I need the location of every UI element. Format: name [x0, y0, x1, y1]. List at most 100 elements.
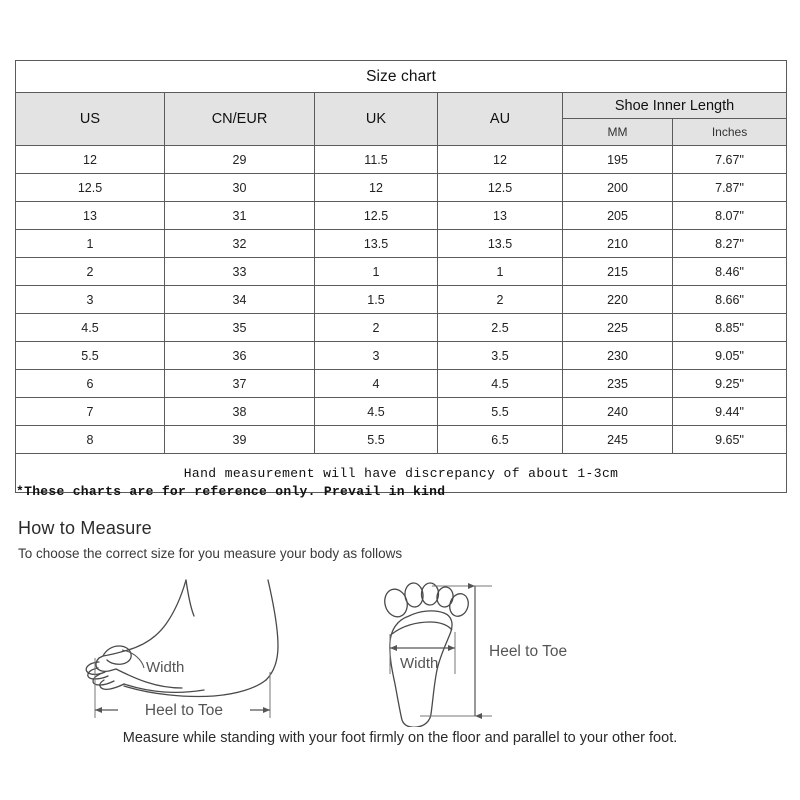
cell-mm: 235	[562, 369, 673, 398]
footprint-width-label: Width	[400, 655, 438, 672]
cell-us: 8	[15, 425, 165, 454]
column-header-uk: UK	[314, 92, 438, 146]
cell-inches: 9.44"	[671, 397, 788, 426]
side-view-foot-diagram: Width Heel to Toe	[85, 579, 279, 720]
footprint-width-extension-lines	[389, 632, 456, 674]
cell-uk: 4	[314, 369, 438, 398]
footprint-heel-to-toe-label: Heel to Toe	[489, 643, 567, 660]
hand-measurement-note: Hand measurement will have discrepancy o…	[14, 453, 788, 493]
cell-mm: 245	[562, 425, 673, 454]
footprint-outline-icon	[384, 582, 469, 727]
cell-mm: 225	[562, 313, 673, 342]
header-row-main: US CN/EUR UK AU Shoe Inner Length	[15, 92, 788, 146]
cell-au: 12.5	[437, 173, 563, 202]
cell-au: 4.5	[437, 369, 563, 398]
column-header-us: US	[15, 92, 165, 146]
column-header-shoe-inner-length: Shoe Inner Length	[561, 92, 788, 119]
table-row: 3 34 1.5 2 220 8.66"	[15, 285, 788, 314]
cell-us: 12	[15, 145, 165, 174]
cell-cn-eur: 32	[164, 229, 315, 258]
cell-au: 13.5	[437, 229, 563, 258]
reference-only-note: *These charts are for reference only. Pr…	[16, 484, 446, 499]
cell-us: 12.5	[15, 173, 165, 202]
table-row: 2 33 1 1 215 8.46"	[15, 257, 788, 286]
cell-uk: 5.5	[314, 425, 438, 454]
cell-us: 13	[15, 201, 165, 230]
how-to-measure-heading: How to Measure	[18, 518, 152, 538]
cell-cn-eur: 36	[164, 341, 315, 370]
cell-uk: 1	[314, 257, 438, 286]
cell-cn-eur: 39	[164, 425, 315, 454]
footer-note-row: Hand measurement will have discrepancy o…	[14, 453, 788, 493]
cell-au: 3.5	[437, 341, 563, 370]
cell-au: 1	[437, 257, 563, 286]
cell-uk: 2	[314, 313, 438, 342]
column-header-mm: MM	[562, 118, 673, 146]
table-row: 12.5 30 12 12.5 200 7.87"	[15, 173, 788, 202]
column-header-cn-eur: CN/EUR	[164, 92, 315, 146]
cell-inches: 8.46"	[671, 257, 788, 286]
cell-inches: 8.27"	[671, 229, 788, 258]
cell-mm: 205	[562, 201, 673, 230]
table-row: 6 37 4 4.5 235 9.25"	[15, 369, 788, 398]
cell-uk: 1.5	[314, 285, 438, 314]
top-view-footprint-diagram: Width Heel to Toe	[384, 582, 567, 727]
cell-cn-eur: 34	[164, 285, 315, 314]
table-row: 5.5 36 3 3.5 230 9.05"	[15, 341, 788, 370]
how-to-measure-subtitle: To choose the correct size for you measu…	[18, 546, 403, 561]
page-title: Size chart	[14, 60, 788, 93]
size-chart-body: 12 29 11.5 12 195 7.67" 12.5 30 12 12.5 …	[14, 145, 788, 493]
cell-cn-eur: 35	[164, 313, 315, 342]
side-heel-to-toe-label: Heel to Toe	[145, 702, 223, 719]
cell-cn-eur: 37	[164, 369, 315, 398]
cell-uk: 4.5	[314, 397, 438, 426]
cell-uk: 12.5	[314, 201, 438, 230]
cell-au: 12	[437, 145, 563, 174]
size-chart-container: Size chart US CN/EUR UK AU Shoe Inner Le…	[14, 60, 788, 493]
cell-inches: 7.67"	[671, 145, 788, 174]
column-header-inches: Inches	[671, 118, 788, 146]
side-width-indicator	[121, 649, 145, 669]
cell-us: 2	[15, 257, 165, 286]
cell-us: 4.5	[15, 313, 165, 342]
cell-cn-eur: 30	[164, 173, 315, 202]
cell-us: 3	[15, 285, 165, 314]
cell-au: 2	[437, 285, 563, 314]
table-row: 13 31 12.5 13 205 8.07"	[15, 201, 788, 230]
cell-au: 6.5	[437, 425, 563, 454]
cell-us: 1	[15, 229, 165, 258]
header-row-sub: MM Inches	[16, 118, 788, 146]
cell-mm: 215	[562, 257, 673, 286]
cell-mm: 220	[562, 285, 673, 314]
side-width-label: Width	[146, 659, 184, 676]
cell-cn-eur: 33	[164, 257, 315, 286]
table-row: 1 32 13.5 13.5 210 8.27"	[15, 229, 788, 258]
table-row: 7 38 4.5 5.5 240 9.44"	[15, 397, 788, 426]
cell-mm: 210	[562, 229, 673, 258]
measure-caption: Measure while standing with your foot fi…	[122, 730, 678, 746]
cell-uk: 11.5	[314, 145, 438, 174]
cell-inches: 9.05"	[671, 341, 788, 370]
cell-inches: 9.65"	[671, 425, 788, 454]
cell-uk: 13.5	[314, 229, 438, 258]
cell-us: 5.5	[15, 341, 165, 370]
cell-inches: 8.07"	[671, 201, 788, 230]
cell-us: 6	[15, 369, 165, 398]
size-chart-head: Size chart US CN/EUR UK AU Shoe Inner Le…	[14, 60, 788, 146]
cell-inches: 8.66"	[671, 285, 788, 314]
table-row: 4.5 35 2 2.5 225 8.85"	[15, 313, 788, 342]
side-label-backdrop	[118, 700, 250, 720]
cell-au: 5.5	[437, 397, 563, 426]
side-foot-outline-icon	[85, 579, 279, 698]
cell-cn-eur: 38	[164, 397, 315, 426]
cell-inches: 8.85"	[671, 313, 788, 342]
title-row: Size chart	[14, 60, 788, 93]
foot-measurement-diagrams: Width Heel to Toe	[0, 572, 800, 727]
table-row: 8 39 5.5 6.5 245 9.65"	[15, 425, 788, 454]
column-header-au: AU	[437, 92, 563, 146]
cell-au: 2.5	[437, 313, 563, 342]
cell-mm: 230	[562, 341, 673, 370]
diagrams-svg: Width Heel to Toe	[85, 579, 567, 727]
cell-mm: 200	[562, 173, 673, 202]
cell-uk: 3	[314, 341, 438, 370]
